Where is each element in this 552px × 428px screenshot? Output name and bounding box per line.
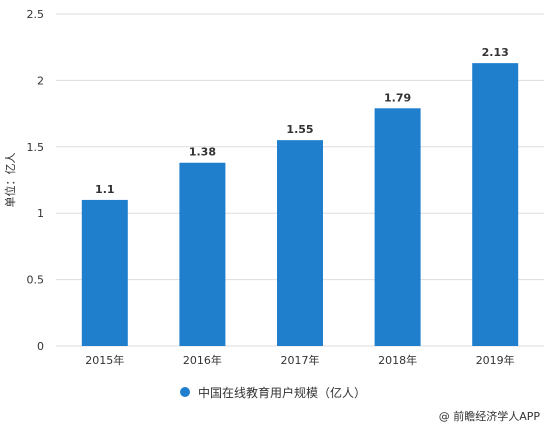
x-tick-label: 2019年: [476, 353, 515, 367]
x-tick-label: 2017年: [281, 353, 320, 367]
x-tick-label: 2015年: [85, 353, 124, 367]
data-label: 1.38: [189, 146, 216, 159]
y-tick-label: 0.5: [27, 274, 45, 287]
legend: 中国在线教育用户规模（亿人）: [180, 384, 366, 400]
y-tick-label: 1: [37, 207, 44, 220]
bar: [472, 63, 519, 347]
bar: [179, 162, 226, 346]
y-tick-label: 0: [37, 340, 44, 353]
bar: [374, 108, 421, 347]
y-axis-label: 单位：亿人: [3, 153, 17, 208]
data-label: 1.1: [95, 183, 115, 196]
y-tick-label: 2.5: [27, 8, 45, 21]
y-tick-label: 2: [37, 74, 44, 87]
data-label: 1.79: [384, 91, 411, 104]
x-axis-ticks: 2015年 2016年 2017年 2018年 2019年: [85, 353, 514, 367]
bar: [81, 199, 128, 346]
source-credit: @ 前瞻经济学人APP: [438, 410, 540, 423]
x-tick-label: 2018年: [378, 353, 417, 367]
x-tick-label: 2016年: [183, 353, 222, 367]
legend-label: 中国在线教育用户规模（亿人）: [198, 385, 367, 400]
y-axis-ticks: 0 0.5 1 1.5 2 2.5: [27, 8, 45, 353]
legend-marker: [180, 387, 190, 397]
data-labels: 1.1 1.38 1.55 1.79 2.13: [95, 46, 509, 196]
bar-series: [81, 63, 519, 347]
data-label: 1.55: [286, 123, 313, 136]
bar: [277, 140, 323, 346]
data-label: 2.13: [482, 46, 509, 59]
y-tick-label: 1.5: [27, 141, 45, 154]
